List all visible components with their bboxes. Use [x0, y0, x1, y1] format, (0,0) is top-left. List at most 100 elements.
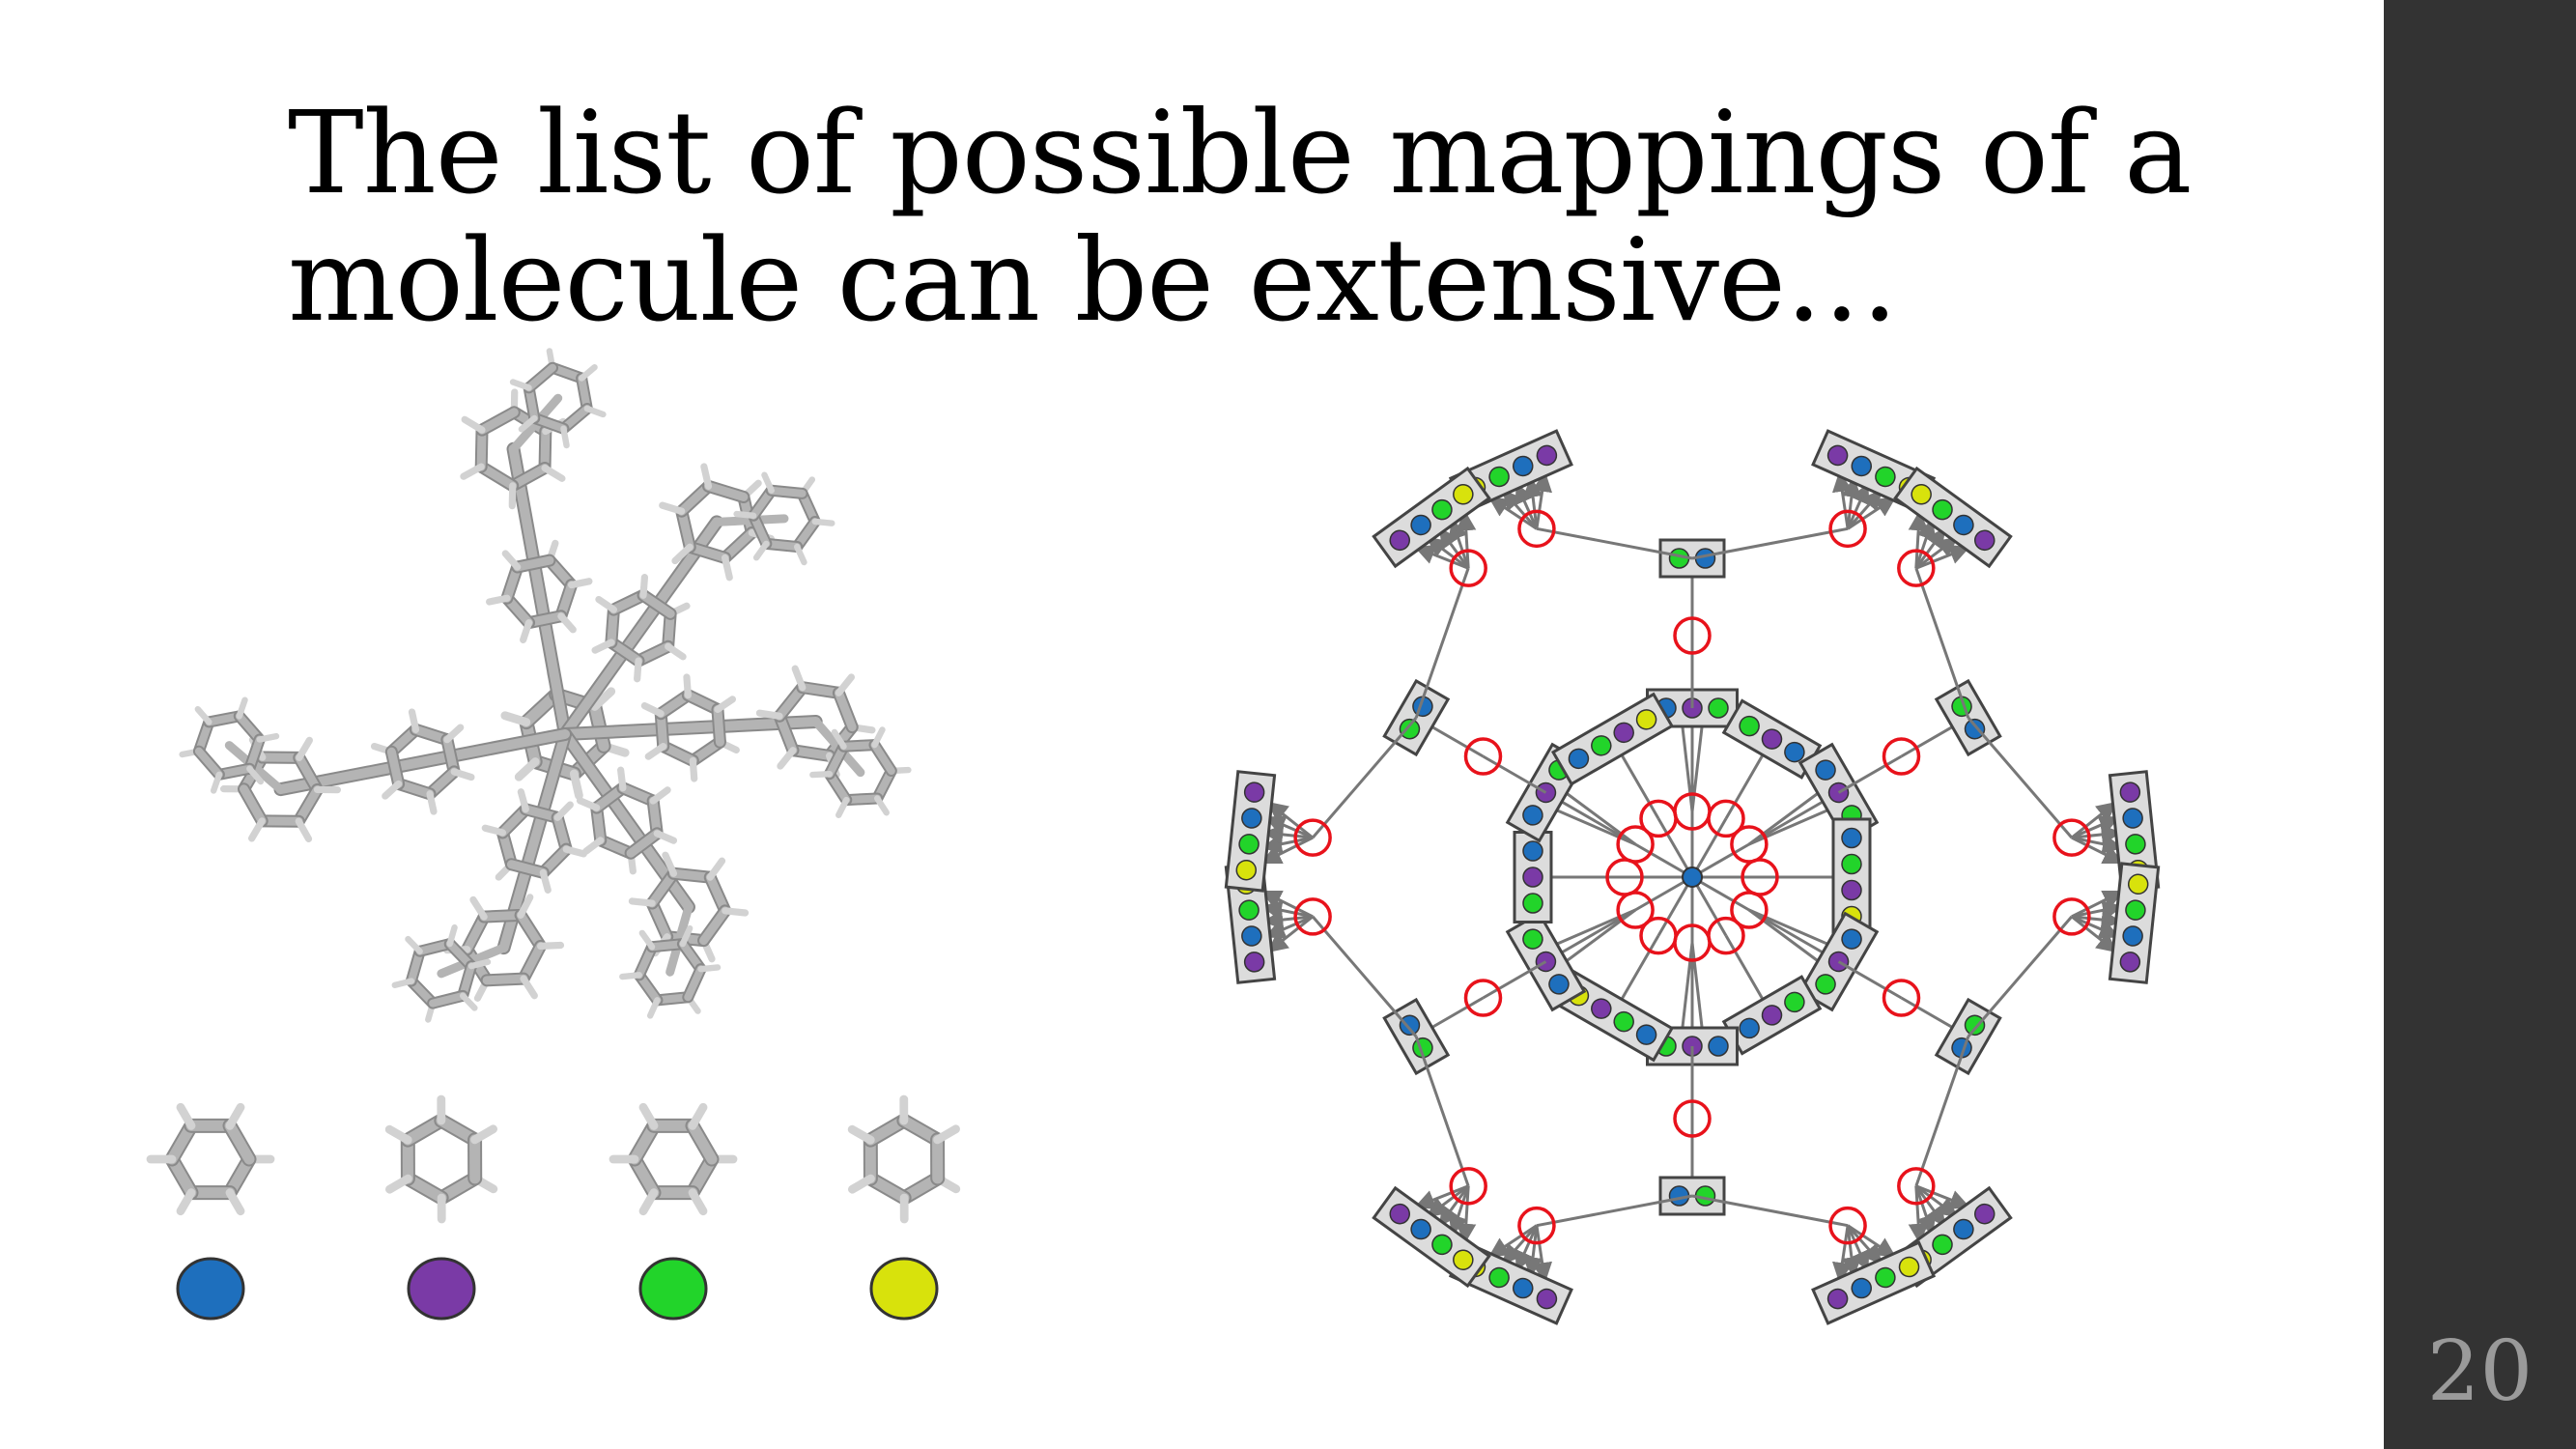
tree-edge [1260, 890, 1314, 919]
c-h-bond [761, 471, 775, 494]
mapping-dot [1841, 928, 1862, 950]
arm-branch-ring [391, 923, 492, 1023]
mapping-dot [1243, 952, 1265, 973]
junction-circle [1828, 1206, 1867, 1245]
tree-edge [1456, 510, 1477, 569]
tree-edge [1691, 1194, 1849, 1228]
tree-edge [1267, 915, 1315, 953]
c-h-bond [446, 923, 458, 948]
ring-bond [429, 991, 467, 1008]
junction-circle [1449, 549, 1487, 587]
mapping-dot [1974, 529, 1996, 552]
tree-edge [1634, 875, 1693, 912]
c-h-bond [517, 894, 534, 919]
arm-bond [560, 717, 821, 739]
molecule-arm [391, 727, 587, 1023]
legend-dot-4 [869, 1257, 939, 1321]
mapping-box-level-2 [1658, 1176, 1726, 1216]
c-h-bond [619, 972, 643, 980]
slide-sidebar [2384, 0, 2576, 1449]
c-h-bond [210, 771, 223, 794]
c-h-bond [500, 711, 531, 726]
legend-item [609, 1102, 738, 1321]
molecule-arm [558, 727, 750, 1019]
tree-edge [1831, 470, 1853, 529]
slide-title: The list of possible mappings of a molec… [288, 89, 2335, 344]
mapping-dot [1784, 991, 1805, 1013]
mapping-box-diagonal [1513, 831, 1553, 923]
tree-edge [1262, 909, 1314, 930]
tree-edge [1522, 476, 1543, 529]
ring-bond [482, 974, 528, 985]
c-h-bond [671, 543, 694, 565]
junction-circle [1463, 737, 1503, 776]
c-h-bond [536, 941, 565, 951]
c-h-bond [567, 578, 593, 589]
mapping-dot [1522, 928, 1543, 950]
tree-edge [1311, 717, 1418, 839]
c-h-bond [520, 619, 533, 644]
mapping-dot [1241, 925, 1262, 947]
tree-edge [1847, 497, 1897, 530]
mapping-dot [1635, 709, 1657, 730]
junction-circle [1882, 737, 1921, 776]
mapping-dot [1841, 853, 1862, 875]
tree-edge [1914, 1184, 1959, 1218]
tree-edge [1536, 526, 1693, 560]
c-h-bond [733, 510, 757, 519]
c-h-bond [248, 817, 266, 842]
mapping-dot [1739, 1017, 1760, 1039]
mapping-box-diagonal [1721, 698, 1823, 780]
legend-dot-3 [638, 1257, 708, 1321]
c-h-bond [752, 540, 770, 561]
c-h-bond [848, 1174, 875, 1194]
tree-edge [1846, 1224, 1882, 1265]
c-h-bond [385, 1174, 412, 1194]
c-h-bond [722, 907, 750, 917]
arm-inner-ring [481, 788, 587, 894]
mapping-box-diagonal [1550, 692, 1675, 786]
c-h-bond [688, 1102, 708, 1130]
c-h-bond [517, 788, 529, 813]
junction-circle [1897, 549, 1936, 587]
legend-fragment-4 [847, 1094, 961, 1224]
arm-bond [508, 443, 570, 739]
c-h-bond [470, 1124, 497, 1145]
ring-bond [713, 704, 724, 747]
mapping-dot [1875, 466, 1896, 488]
arm-inner-ring [591, 574, 691, 683]
junction-circle [1707, 799, 1745, 838]
tree-edge [1414, 1036, 1470, 1187]
mapping-dot [1851, 1277, 1872, 1299]
mapping-dot [1548, 974, 1570, 995]
c-h-bond [518, 414, 538, 433]
c-h-bond [665, 642, 687, 661]
arm-bond [275, 729, 570, 795]
mapping-box-diagonal [1831, 817, 1872, 937]
c-h-bond [777, 747, 797, 770]
mapping-dot [1522, 867, 1543, 888]
tree-edge [1260, 836, 1314, 865]
c-h-bond [583, 405, 607, 418]
mapping-dot [1898, 1256, 1920, 1278]
c-h-bond [590, 687, 616, 711]
ring-bond [834, 688, 857, 732]
mapping-box-level-3 [1372, 1185, 1491, 1289]
mapping-dot [1241, 808, 1262, 829]
mapping-dot [1488, 1266, 1510, 1289]
mapping-dot [1761, 728, 1783, 750]
mapping-dot [1841, 827, 1862, 849]
c-h-bond [541, 464, 566, 482]
c-h-bond [246, 765, 265, 785]
arm-terminal-ring [659, 463, 775, 582]
junction-circle [1463, 979, 1503, 1017]
c-h-bond [933, 1124, 960, 1145]
mapping-dot [1389, 1203, 1410, 1225]
c-h-bond [644, 743, 667, 760]
c-h-bond [659, 501, 686, 515]
c-h-bond [256, 732, 280, 743]
ring-bond [684, 965, 705, 1002]
tree-edge [1691, 842, 1750, 879]
ring-bond [870, 741, 895, 775]
